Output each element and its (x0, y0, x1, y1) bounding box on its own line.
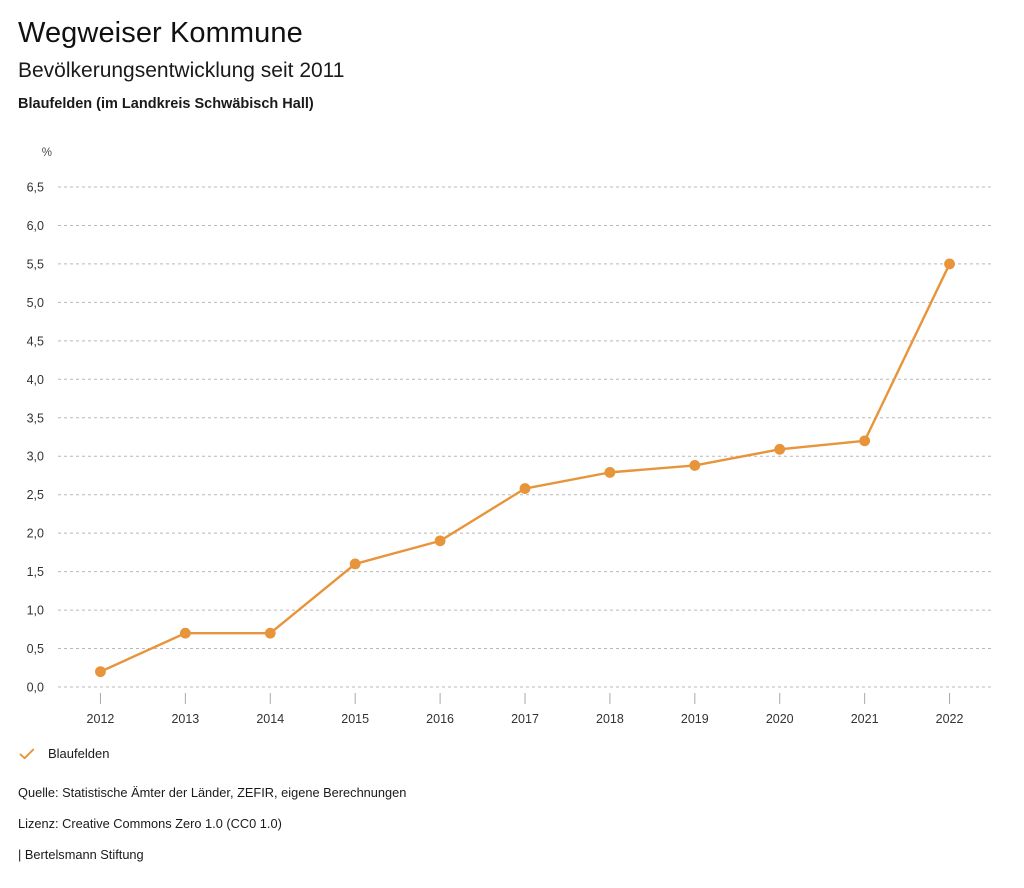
data-point-marker[interactable] (689, 460, 701, 471)
x-axis-tick-label: 2021 (851, 712, 879, 726)
legend-item-label: Blaufelden (48, 746, 110, 761)
y-axis-tick-label: 5,0 (27, 296, 44, 310)
data-point-marker[interactable] (95, 666, 106, 678)
x-axis-tick-label: 2017 (511, 712, 539, 726)
y-axis-tick-label: 4,5 (27, 334, 44, 348)
data-point-marker[interactable] (774, 443, 786, 455)
x-axis-tick-label: 2019 (681, 712, 709, 726)
x-axis-tick-label: 2020 (766, 712, 794, 726)
x-axis-tick-label: 2016 (426, 712, 454, 726)
y-axis-tick-label: 0,0 (27, 681, 44, 695)
y-axis-tick-label: 5,5 (27, 257, 44, 271)
y-axis-tick-label: 2,0 (27, 527, 44, 541)
data-point-marker[interactable] (434, 535, 446, 547)
chart-subtitle-location: Blaufelden (im Landkreis Schwäbisch Hall… (18, 96, 314, 112)
chart-legend[interactable]: Blaufelden (18, 744, 109, 764)
data-point-marker[interactable] (604, 466, 616, 478)
chart-title: Bevölkerungsentwicklung seit 2011 (18, 59, 345, 82)
line-chart: 0,0 0,5 1,0 1,5 2,0 2,5 3,0 3,5 4,0 4,5 5,0 5,5 6,0 6… (27, 147, 992, 726)
footer-publisher: | Bertelsmann Stiftung (18, 847, 144, 862)
x-axis-tick-label: 2012 (87, 712, 115, 726)
x-axis-tick-label: 2015 (341, 712, 369, 726)
x-axis-tick-label: 2018 (596, 712, 624, 726)
data-point-marker[interactable] (179, 627, 191, 639)
data-point-marker[interactable] (519, 483, 531, 494)
x-axis-tick-label: 2022 (936, 712, 964, 726)
footer: Quelle: Statistische Ämter der Länder, Z… (18, 784, 978, 864)
y-axis-tick-label: 6,0 (27, 219, 44, 233)
footer-source: Quelle: Statistische Ämter der Länder, Z… (18, 785, 407, 800)
data-point-marker[interactable] (264, 627, 276, 639)
data-series-group (95, 258, 955, 678)
y-axis-tick-label: 2,5 (27, 488, 44, 502)
y-axis-tick-label: 6,5 (27, 181, 44, 195)
footer-license: Lizenz: Creative Commons Zero 1.0 (CC0 1… (18, 816, 282, 831)
data-point-marker[interactable] (859, 435, 871, 447)
x-axis-tick-label: 2013 (171, 712, 199, 726)
app-title: Wegweiser Kommune (18, 17, 303, 49)
data-point-marker[interactable] (349, 558, 361, 570)
chart-plot-area: 0,0 0,5 1,0 1,5 2,0 2,5 3,0 3,5 4,0 4,5 5,0 5,5 6,0 6… (0, 140, 1024, 730)
y-axis-unit-label: % (42, 147, 52, 159)
check-icon[interactable] (18, 745, 36, 763)
y-axis-tick-label: 3,5 (27, 411, 44, 425)
y-axis-tick-label: 1,5 (27, 565, 44, 579)
x-axis-tick-label: 2014 (256, 712, 284, 726)
y-axis-tick-label: 4,0 (27, 373, 44, 387)
y-axis-tick-label: 3,0 (27, 450, 44, 464)
gridlines-group (58, 186, 992, 688)
header: Wegweiser Kommune Bevölkerungsentwicklun… (18, 14, 998, 115)
x-axis-labels-group: 2012 2013 2014 2015 2016 2017 2018 2019 2020 2021… (87, 693, 964, 726)
data-point-marker[interactable] (944, 258, 955, 270)
y-axis-tick-label: 1,0 (27, 604, 44, 618)
y-axis-labels-group: 0,0 0,5 1,0 1,5 2,0 2,5 3,0 3,5 4,0 4,5 5,0 5,5 6,0 6… (27, 181, 44, 695)
y-axis-tick-label: 0,5 (27, 642, 44, 656)
